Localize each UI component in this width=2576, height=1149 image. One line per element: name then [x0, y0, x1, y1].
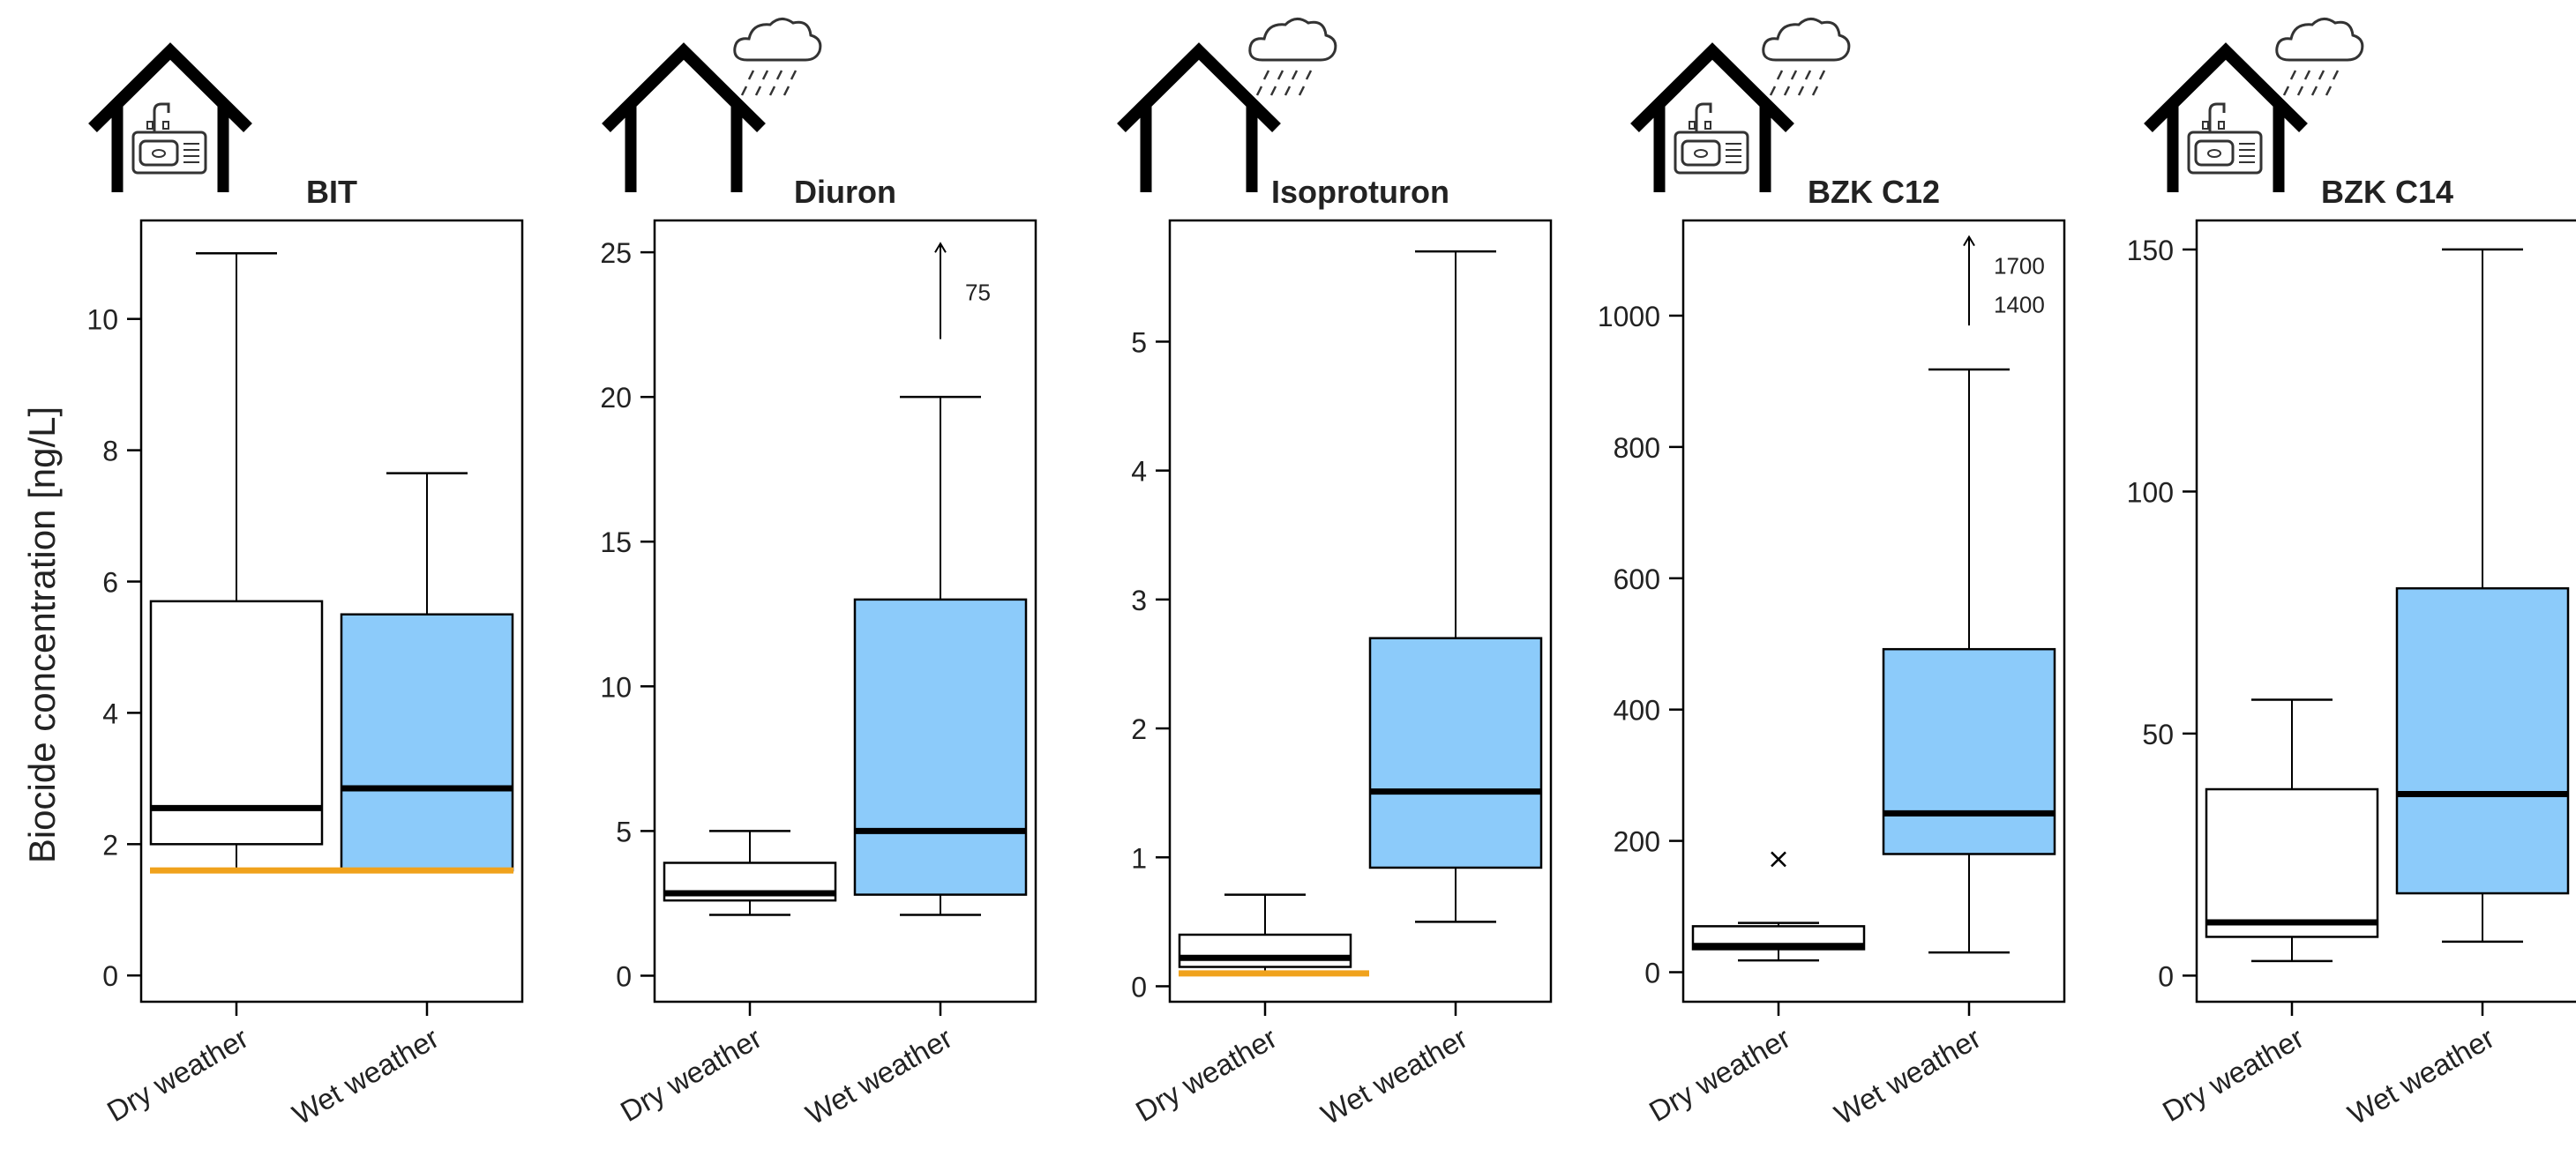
y-tick-label: 8: [102, 436, 118, 467]
house-with-sink-and-rain-icon: [1630, 18, 1851, 192]
x-tick-label: Wet weather: [800, 1021, 957, 1130]
x-tick-label: Wet weather: [1315, 1021, 1472, 1130]
y-axis-label: Biocide concentration [ng/L]: [21, 407, 63, 863]
y-tick-label: 4: [1131, 456, 1147, 488]
y-tick-label: 50: [2142, 719, 2174, 750]
box-dry-weather: [149, 251, 324, 872]
house-roof-icon: [1117, 42, 1281, 132]
iqr-box: [1368, 637, 1543, 869]
sink-icon: [1674, 102, 1749, 175]
y-tick-label: 200: [1614, 826, 1660, 858]
panel-title: Diuron: [794, 174, 896, 210]
x-tick-label: Dry weather: [1130, 1021, 1283, 1128]
off-scale-arrow: [1963, 235, 1975, 326]
y-tick-label: 6: [102, 566, 118, 598]
x-tick-label: Wet weather: [1829, 1021, 1986, 1130]
box-dry-weather: [2205, 698, 2379, 963]
x-tick-label: Dry weather: [101, 1021, 254, 1128]
y-tick-label: 0: [616, 960, 632, 992]
off-scale-arrow: [934, 242, 947, 339]
house-with-sink-and-rain-icon: [2144, 18, 2364, 192]
panel-title: BZK C12: [1808, 174, 1940, 210]
x-tick-label: Dry weather: [2157, 1021, 2310, 1128]
box-dry-weather: [1178, 893, 1352, 975]
box-wet-weather: [853, 395, 1028, 916]
sink-icon: [2187, 102, 2263, 175]
iqr-box: [853, 598, 1028, 896]
y-tick-label: 10: [86, 304, 118, 336]
off-scale-value-label: 1400: [1994, 292, 2045, 318]
box-wet-weather: [2395, 248, 2570, 944]
panel-title: BZK C14: [2321, 174, 2453, 210]
iqr-box: [2395, 586, 2570, 895]
y-tick-label: 100: [2127, 476, 2174, 508]
off-scale-value-label: 75: [965, 279, 991, 305]
box-wet-weather: [340, 472, 514, 872]
y-tick-label: 20: [600, 382, 632, 414]
y-tick-label: 25: [600, 237, 632, 269]
plot-frame: [1168, 219, 1553, 1004]
x-tick-label: Wet weather: [2342, 1021, 2499, 1130]
panel-4: BZK C12 0 200 400 600 800 1000 Dry weather Wet w…: [1598, 18, 2066, 1130]
box-dry-weather: [1691, 851, 1866, 962]
iqr-box: [2205, 787, 2379, 938]
x-tick-label: Dry weather: [615, 1021, 768, 1128]
rain-cloud-icon: [1762, 18, 1851, 96]
y-tick-label: 5: [1131, 326, 1147, 358]
y-tick-label: 2: [1131, 713, 1147, 745]
iqr-box: [1882, 647, 2056, 855]
y-tick-label: 2: [102, 829, 118, 861]
panel-title: Isoproturon: [1271, 174, 1449, 210]
y-tick-label: 5: [616, 816, 632, 847]
y-tick-label: 15: [600, 526, 632, 558]
box-dry-weather: [663, 830, 837, 916]
plot-frame: [1681, 219, 2066, 1004]
y-tick-label: 0: [1131, 971, 1147, 1003]
rain-cloud-icon: [1248, 18, 1337, 96]
house-with-sink-icon: [88, 42, 252, 192]
house-roof-icon: [88, 42, 252, 132]
y-tick-label: 1000: [1598, 301, 1660, 332]
panel-title: BIT: [306, 174, 357, 210]
rain-cloud-icon: [2275, 18, 2364, 96]
y-tick-label: 4: [102, 698, 118, 729]
plot-frame: [2195, 219, 2576, 1004]
y-tick-label: 0: [2158, 960, 2174, 992]
rain-cloud-icon: [733, 18, 822, 96]
y-tick-label: 600: [1614, 563, 1660, 595]
house-roof-icon: [1630, 42, 1794, 132]
panel-2: Diuron 0 5 10 15 20 25 Dry weather Wet weather 75: [600, 18, 1037, 1130]
iqr-box: [1178, 933, 1352, 968]
x-tick-label: Wet weather: [287, 1021, 444, 1130]
panel-3: Isoproturon 0 1 2 3 4 5 Dry weather Wet weather: [1117, 18, 1553, 1130]
outlier-point: [1771, 851, 1786, 868]
y-tick-label: 0: [102, 960, 118, 992]
plot-frame: [139, 219, 524, 1004]
sink-icon: [131, 102, 207, 175]
box-wet-weather: [1368, 250, 1543, 923]
house-with-rain-icon: [1117, 18, 1337, 192]
y-tick-label: 1: [1131, 842, 1147, 874]
panel-5: BZK C14 0 50 100 150 Dry weather Wet weather: [2127, 18, 2576, 1130]
y-tick-label: 0: [1644, 957, 1660, 989]
iqr-box: [340, 613, 514, 872]
iqr-box: [149, 600, 324, 846]
box-wet-weather: [1882, 368, 2056, 954]
y-tick-label: 800: [1614, 432, 1660, 464]
house-roof-icon: [602, 42, 766, 132]
y-tick-label: 150: [2127, 235, 2174, 266]
x-tick-label: Dry weather: [1644, 1021, 1796, 1128]
y-tick-label: 10: [600, 671, 632, 703]
plot-frame: [653, 219, 1037, 1004]
house-roof-icon: [2144, 42, 2308, 132]
y-tick-label: 400: [1614, 695, 1660, 727]
off-scale-value-label: 1700: [1994, 253, 2045, 280]
house-with-rain-icon: [602, 18, 822, 192]
panel-1: BIT 0 2 4 6 8 10 Dry weather Wet weather: [86, 42, 524, 1130]
y-tick-label: 3: [1131, 585, 1147, 616]
